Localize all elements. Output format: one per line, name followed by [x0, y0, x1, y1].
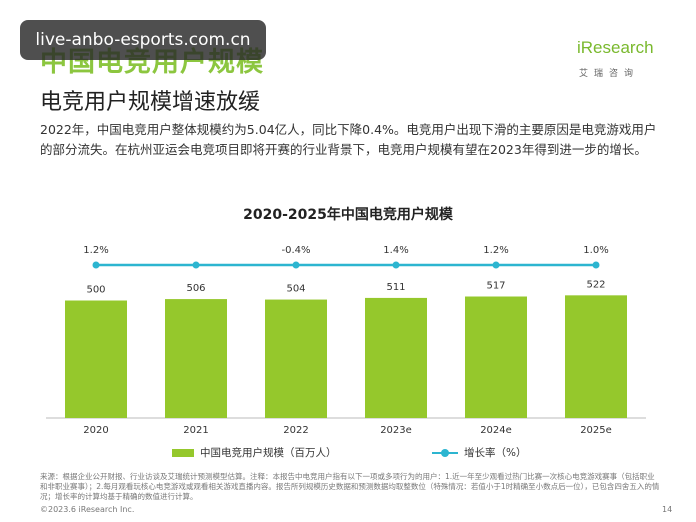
- bar-2024e: [465, 296, 527, 418]
- bar-2023e: [365, 297, 427, 418]
- bar-label-2021: 506: [186, 283, 205, 294]
- growth-point-2020: [92, 261, 100, 269]
- growth-point-2021: [192, 261, 200, 269]
- growth-label-2025e: 1.0%: [583, 245, 608, 256]
- x-tick-2020: 2020: [83, 425, 108, 436]
- chart-legend: 中国电竞用户规模（百万人） 增长率（%）: [0, 445, 696, 461]
- growth-point-2022: [292, 261, 300, 269]
- bar-label-2023e: 511: [386, 282, 405, 293]
- bar-2020: [65, 300, 127, 418]
- growth-label-2020: 1.2%: [83, 245, 108, 256]
- growth-label-2023e: 1.4%: [383, 245, 408, 256]
- bar-label-2025e: 522: [586, 279, 605, 290]
- bar-2025e: [565, 295, 627, 418]
- logo-subtitle: 艾瑞咨询: [579, 69, 640, 79]
- x-tick-2025e: 2025e: [580, 425, 612, 436]
- bar-label-2020: 500: [86, 285, 105, 296]
- x-tick-2023e: 2023e: [380, 425, 412, 436]
- legend-bar-swatch: [172, 448, 194, 457]
- page-number: 14: [662, 505, 673, 514]
- x-tick-2021: 2021: [183, 425, 208, 436]
- source-footnote: 来源：根据企业公开财报、行业访谈及艾瑞统计预测模型估算。注释：本报告中电竞用户指…: [40, 472, 660, 501]
- growth-label-2024e: 1.2%: [483, 245, 508, 256]
- x-tick-2022: 2022: [283, 425, 308, 436]
- description-paragraph: 2022年，中国电竞用户整体规模约为5.04亿人，同比下降0.4%。电竞用户出现…: [40, 122, 657, 157]
- bar-2022: [265, 299, 327, 418]
- copyright-text: ©2023.6 iResearch Inc.: [40, 505, 135, 514]
- chart-title: 2020-2025年中国电竞用户规模: [243, 207, 453, 223]
- growth-point-2025e: [592, 261, 600, 269]
- iresearch-logo: iResearch 艾瑞咨询: [573, 36, 663, 80]
- legend-line-swatch: [432, 448, 458, 458]
- bar-2021: [165, 299, 227, 418]
- legend-label-users: 中国电竞用户规模（百万人）: [200, 447, 337, 459]
- legend-item-users: 中国电竞用户规模（百万人）: [172, 445, 337, 460]
- growth-point-2023e: [392, 261, 400, 269]
- logo-word: iResearch: [577, 38, 654, 57]
- legend-item-growth: 增长率（%）: [432, 445, 526, 460]
- x-tick-2024e: 2024e: [480, 425, 512, 436]
- bar-label-2024e: 517: [486, 281, 505, 292]
- page-subtitle: 电竞用户规模增速放缓: [40, 90, 261, 115]
- growth-point-2024e: [492, 261, 500, 269]
- legend-label-growth: 增长率（%）: [464, 447, 527, 459]
- bar-label-2022: 504: [286, 284, 305, 295]
- growth-label-2022: -0.4%: [281, 245, 310, 256]
- watermark-url: live-anbo-esports.com.cn: [20, 20, 266, 60]
- users-bar-chart: 500 2020 506 2021 504 2022 511 2023e 517 2024e 522…: [46, 245, 646, 436]
